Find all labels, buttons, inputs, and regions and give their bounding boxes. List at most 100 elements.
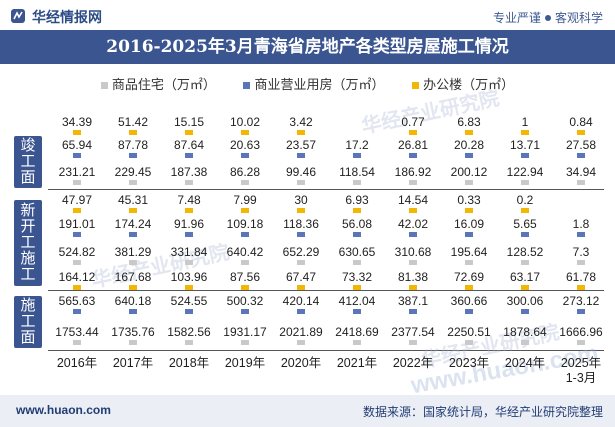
bar-residential [297, 180, 305, 185]
bar-commercial [521, 309, 529, 314]
data-label: 86.28 [230, 165, 260, 179]
section-label-char: 开 [20, 218, 36, 235]
bar-office [73, 130, 81, 135]
footer: www.huaon.com 数据来源：国家统计局，华经产业研究院整理 [0, 395, 615, 427]
data-label: 20.63 [230, 138, 260, 152]
bar-residential [521, 340, 529, 345]
section-label-char: 工 [20, 234, 36, 251]
bar-residential [129, 340, 137, 345]
section-label-char: 施 [20, 297, 36, 314]
bar-office [409, 208, 417, 213]
data-label: 229.45 [115, 165, 152, 179]
brand-name: 华经情报网 [32, 9, 102, 25]
data-label: 30 [294, 193, 308, 207]
data-label: 360.66 [451, 294, 488, 308]
bar-residential [577, 260, 585, 265]
data-label: 61.78 [566, 270, 596, 284]
bar-office [241, 130, 249, 135]
data-label: 34.94 [566, 165, 596, 179]
data-label: 45.31 [118, 193, 148, 207]
x-tick-label: 2016年 [57, 356, 97, 370]
data-label: 87.78 [118, 138, 148, 152]
data-label: 1 [522, 115, 529, 129]
bar-commercial [297, 309, 305, 314]
data-label: 42.02 [398, 217, 428, 231]
x-tick-label: 2018年 [169, 356, 209, 370]
data-label: 387.1 [398, 294, 428, 308]
bar-office [353, 208, 361, 213]
data-label: 15.15 [174, 115, 204, 129]
top-bar: 华经情报网 专业严谨 客观科学 [0, 0, 615, 30]
bar-commercial [465, 153, 473, 158]
data-label: 20.28 [454, 138, 484, 152]
data-label: 186.92 [395, 165, 432, 179]
bar-residential [577, 180, 585, 185]
data-label: 191.01 [59, 217, 96, 231]
slogan-left: 专业严谨 [492, 11, 541, 25]
section-label-construction: 施工面 [14, 296, 42, 348]
bar-office [465, 208, 473, 213]
data-label: 23.57 [286, 138, 316, 152]
section-label-char: 工 [20, 266, 36, 283]
bar-residential [353, 260, 361, 265]
data-label: 109.18 [227, 217, 264, 231]
section-divider [48, 189, 604, 190]
bar-office [521, 208, 529, 213]
data-label: 420.14 [283, 294, 320, 308]
section-label-char: 新 [20, 202, 36, 219]
footer-source: 数据来源：国家统计局，华经产业研究院整理 [362, 405, 603, 419]
logo-icon [11, 9, 25, 23]
data-label: 7.99 [233, 193, 257, 207]
x-tick-sublabel: 1-3月 [566, 371, 597, 385]
data-label: 0.33 [457, 193, 481, 207]
data-label: 2250.51 [447, 325, 491, 339]
x-tick-label: 2025年 [561, 356, 601, 370]
data-label: 6.83 [457, 115, 481, 129]
bar-residential [241, 180, 249, 185]
bar-commercial [465, 232, 473, 237]
bar-office [577, 130, 585, 135]
data-label: 630.65 [339, 245, 376, 259]
bar-residential [465, 340, 473, 345]
bar-residential [409, 340, 417, 345]
bar-office [297, 208, 305, 213]
data-label: 34.39 [62, 115, 92, 129]
data-label: 1666.96 [559, 325, 603, 339]
bar-commercial [577, 153, 585, 158]
slogan-right: 客观科学 [554, 11, 603, 25]
data-label: 26.81 [398, 138, 428, 152]
footer-site: www.huaon.com [16, 403, 111, 417]
section-label-char: 施 [20, 250, 36, 267]
bar-commercial [241, 232, 249, 237]
bar-office [185, 208, 193, 213]
legend-label-office: 办公楼（万㎡） [423, 77, 515, 92]
bar-residential [185, 180, 193, 185]
bar-residential [241, 260, 249, 265]
bar-office [297, 285, 305, 290]
bar-office [409, 130, 417, 135]
data-label: 128.52 [507, 245, 544, 259]
data-label: 524.55 [171, 294, 208, 308]
data-label: 103.96 [171, 270, 208, 284]
data-label: 122.94 [507, 165, 544, 179]
legend-item-residential: 商品住宅（万㎡） [100, 74, 216, 93]
legend-swatch-residential [100, 82, 108, 90]
x-tick-label: 2019年 [225, 356, 265, 370]
bar-residential [409, 260, 417, 265]
bar-office [465, 285, 473, 290]
bar-residential [353, 180, 361, 185]
x-tick-label: 2022年 [393, 356, 433, 370]
slogan: 专业严谨 客观科学 [493, 9, 603, 26]
data-label: 16.09 [454, 217, 484, 231]
bar-office [241, 285, 249, 290]
bar-residential [465, 180, 473, 185]
data-label: 13.71 [510, 138, 540, 152]
bar-office [521, 285, 529, 290]
data-label: 273.12 [563, 294, 600, 308]
data-label: 0.84 [569, 115, 593, 129]
data-label: 7.48 [177, 193, 201, 207]
section-label-char: 工 [20, 153, 36, 170]
x-tick-label: 2017年 [113, 356, 153, 370]
data-label: 118.54 [339, 165, 375, 179]
bar-commercial [129, 309, 137, 314]
